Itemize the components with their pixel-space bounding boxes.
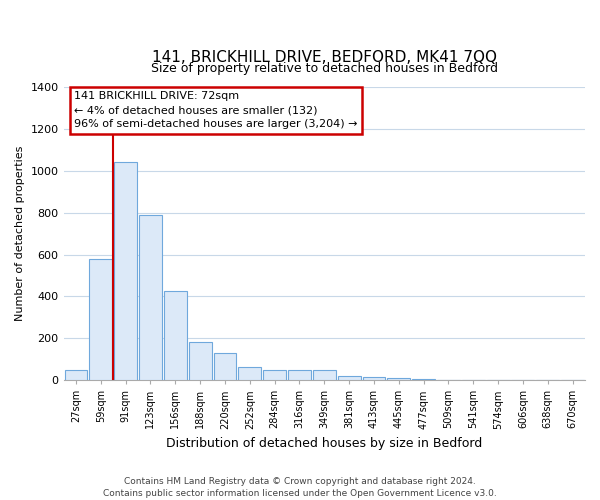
Bar bbox=[214, 354, 236, 380]
Bar bbox=[313, 370, 335, 380]
Bar bbox=[288, 370, 311, 380]
Bar bbox=[188, 342, 212, 380]
Bar bbox=[164, 291, 187, 380]
Bar bbox=[388, 378, 410, 380]
Bar bbox=[238, 366, 261, 380]
Text: Size of property relative to detached houses in Bedford: Size of property relative to detached ho… bbox=[151, 62, 498, 76]
Bar bbox=[65, 370, 88, 380]
Text: Contains HM Land Registry data © Crown copyright and database right 2024.
Contai: Contains HM Land Registry data © Crown c… bbox=[103, 476, 497, 498]
Bar bbox=[412, 379, 435, 380]
X-axis label: Distribution of detached houses by size in Bedford: Distribution of detached houses by size … bbox=[166, 437, 482, 450]
Bar bbox=[362, 377, 385, 380]
Bar bbox=[338, 376, 361, 380]
Y-axis label: Number of detached properties: Number of detached properties bbox=[15, 146, 25, 322]
Bar bbox=[263, 370, 286, 380]
Title: 141, BRICKHILL DRIVE, BEDFORD, MK41 7QQ: 141, BRICKHILL DRIVE, BEDFORD, MK41 7QQ bbox=[152, 50, 497, 65]
Text: 141 BRICKHILL DRIVE: 72sqm
← 4% of detached houses are smaller (132)
96% of semi: 141 BRICKHILL DRIVE: 72sqm ← 4% of detac… bbox=[74, 92, 358, 130]
Bar bbox=[114, 162, 137, 380]
Bar bbox=[89, 258, 112, 380]
Bar bbox=[139, 214, 162, 380]
